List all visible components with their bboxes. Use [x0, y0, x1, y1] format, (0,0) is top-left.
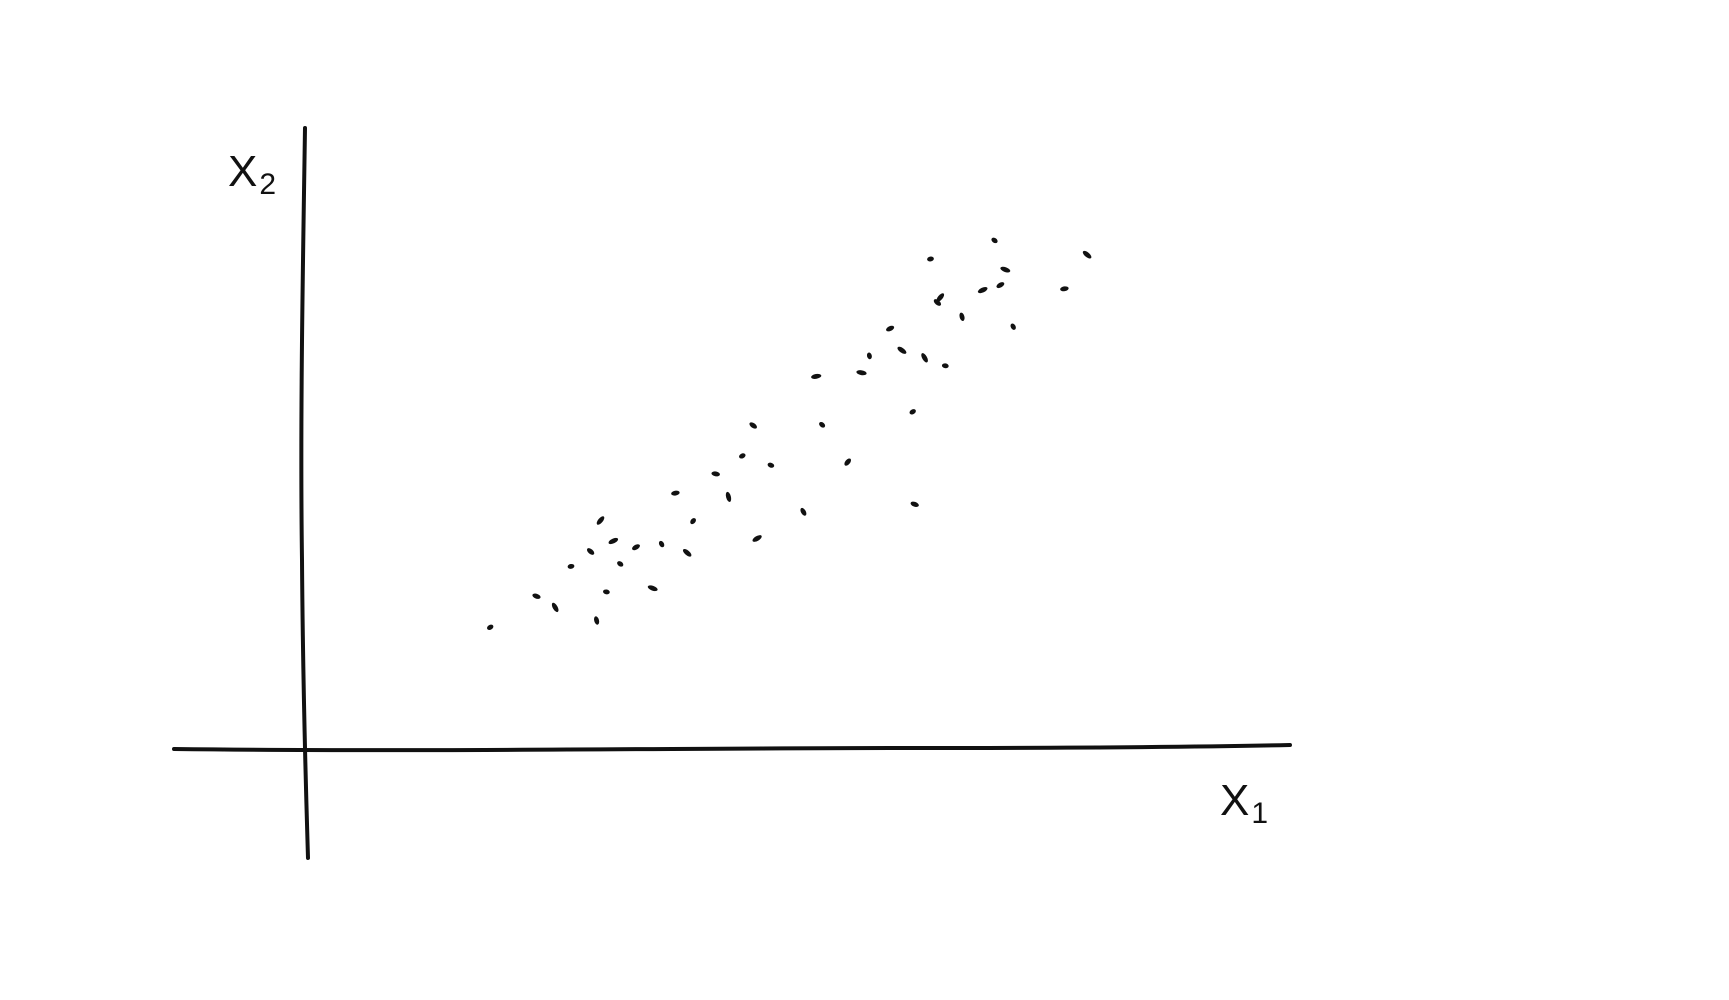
data-point: [725, 491, 732, 502]
data-point: [800, 507, 807, 516]
x-axis-label: X1: [1220, 776, 1268, 830]
data-point: [671, 490, 680, 496]
data-point: [977, 287, 988, 294]
data-point: [819, 421, 826, 428]
data-point: [608, 537, 619, 545]
data-point: [647, 585, 658, 592]
data-point: [603, 589, 610, 595]
scatter-points: [487, 237, 1092, 630]
data-point: [767, 462, 775, 468]
data-point: [844, 458, 852, 466]
data-point: [690, 518, 696, 525]
y-axis-line: [299, 126, 310, 860]
data-point: [596, 516, 605, 525]
data-point: [866, 352, 872, 360]
data-point: [1010, 323, 1016, 330]
data-point: [1060, 286, 1069, 292]
data-point: [941, 363, 949, 369]
data-point: [921, 353, 928, 363]
data-point: [1082, 250, 1092, 259]
data-point: [909, 409, 916, 415]
data-point: [632, 544, 640, 551]
data-point: [711, 471, 720, 477]
data-point: [856, 370, 867, 376]
x-axis-line: [172, 743, 1292, 753]
data-point: [594, 616, 600, 625]
data-point: [487, 624, 494, 630]
data-point: [811, 373, 822, 379]
data-point: [586, 548, 595, 555]
data-point: [996, 282, 1005, 289]
data-point: [617, 561, 624, 567]
data-point: [886, 325, 895, 332]
data-point: [933, 299, 942, 306]
data-point: [927, 256, 934, 262]
data-point: [749, 422, 757, 429]
data-point: [682, 548, 692, 557]
data-point: [1000, 266, 1011, 273]
data-point: [959, 312, 965, 321]
data-point: [567, 563, 575, 569]
data-point: [551, 602, 559, 613]
y-axis-label: X2: [228, 147, 276, 201]
data-point: [991, 237, 998, 244]
data-point: [739, 453, 746, 459]
data-point: [910, 501, 919, 507]
data-point: [752, 535, 762, 542]
data-point: [897, 346, 907, 354]
data-point: [658, 540, 665, 548]
data-point: [936, 293, 945, 302]
data-point: [532, 593, 541, 599]
